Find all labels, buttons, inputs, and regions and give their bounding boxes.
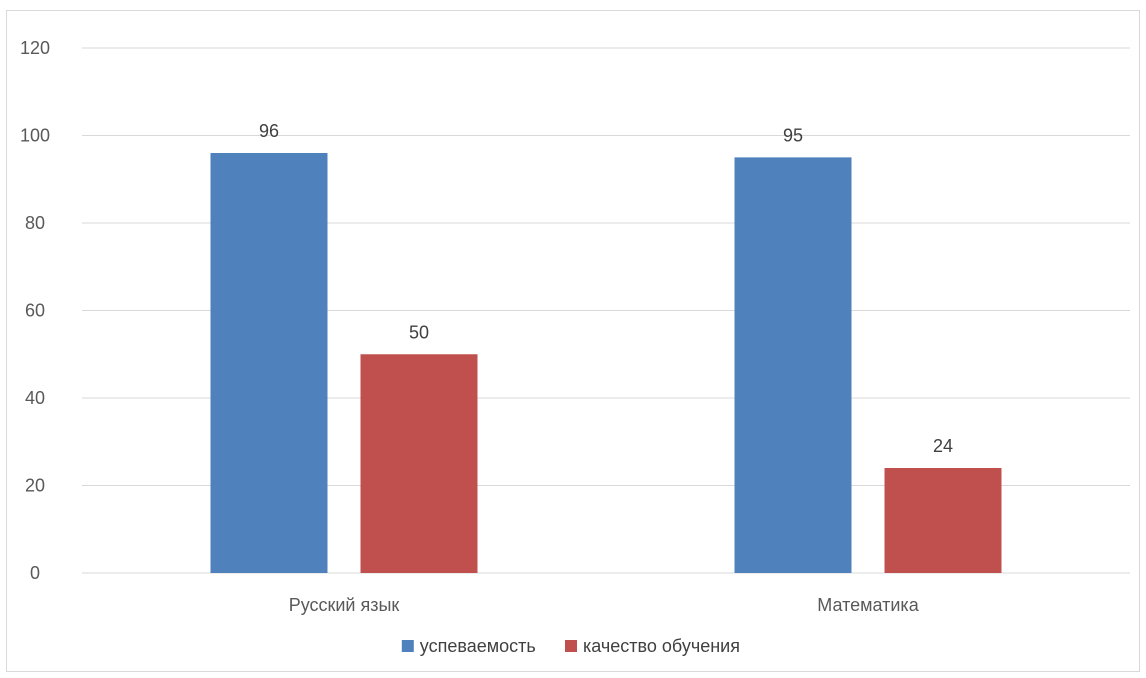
data-labels: 96 50 95 24 <box>259 121 953 456</box>
legend-swatch <box>565 640 577 652</box>
legend-label: качество обучения <box>583 636 740 656</box>
data-label: 95 <box>783 125 803 145</box>
y-tick-label: 60 <box>25 301 45 321</box>
legend-swatch <box>401 640 414 652</box>
y-tick-label: 0 <box>30 563 40 583</box>
legend-label: успеваемость <box>420 636 536 656</box>
bar-uspevaemost-0 <box>210 153 328 573</box>
data-label: 96 <box>259 121 279 141</box>
bar-uspevaemost-1 <box>734 157 852 573</box>
legend: успеваемость качество обучения <box>401 636 740 656</box>
y-tick-label: 120 <box>20 38 50 58</box>
y-tick-label: 80 <box>25 213 45 233</box>
x-axis-ticks: Русский язык Математика <box>289 595 920 615</box>
bar-kachestvo-0 <box>360 354 478 573</box>
bars <box>210 153 1002 573</box>
x-tick-label: Русский язык <box>289 595 400 615</box>
x-tick-label: Математика <box>817 595 919 615</box>
y-tick-label: 20 <box>25 476 45 496</box>
bar-kachestvo-1 <box>884 468 1002 573</box>
y-axis-ticks: 0 20 40 60 80 100 120 <box>20 38 50 583</box>
data-label: 50 <box>409 322 429 342</box>
y-tick-label: 40 <box>25 388 45 408</box>
data-label: 24 <box>933 436 953 456</box>
y-tick-label: 100 <box>20 126 50 146</box>
